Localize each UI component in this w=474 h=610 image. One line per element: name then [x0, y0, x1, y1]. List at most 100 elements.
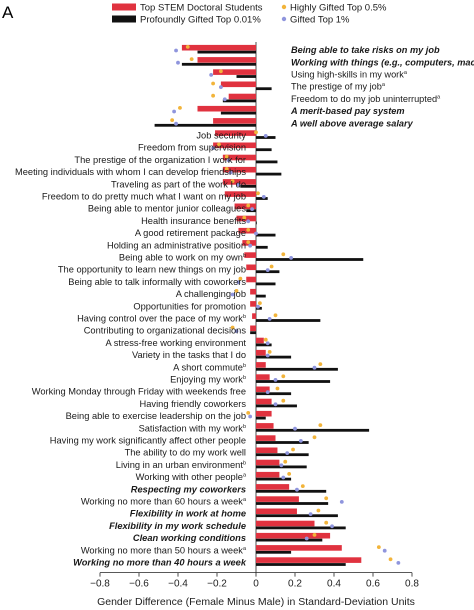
bar-top-stem: [256, 459, 280, 466]
dot-highly-gifted: [300, 484, 305, 488]
dot-gifted: [295, 487, 299, 492]
dot-highly-gifted: [281, 252, 286, 257]
dot-gifted: [174, 121, 178, 126]
bar-profoundly-gifted: [256, 477, 292, 481]
bar-profoundly-gifted: [256, 392, 292, 396]
dot-highly-gifted: [246, 240, 251, 245]
legend-label: Top STEM Doctoral Students: [140, 3, 263, 14]
dot-highly-gifted: [254, 130, 258, 135]
dot-gifted: [281, 475, 286, 480]
dot-highly-gifted: [376, 545, 381, 549]
item-label-superscript: a: [404, 70, 408, 76]
dot-gifted: [293, 426, 297, 431]
bar-top-stem: [252, 313, 256, 319]
legend-label: Profoundly Gifted Top 0.01%: [140, 15, 261, 26]
dot-gifted: [263, 134, 268, 138]
bar-profoundly-gifted: [256, 550, 292, 554]
item-label: Working with other peoplea: [136, 472, 247, 482]
dot-gifted: [265, 341, 270, 346]
dot-highly-gifted: [283, 459, 288, 464]
bar-top-stem: [246, 264, 256, 271]
item-label: Working no more than 40 hours a week: [73, 558, 247, 568]
item-label: Clean working conditions: [133, 533, 246, 543]
bar-top-stem: [250, 301, 256, 307]
x-tick-label: −0.2: [207, 579, 227, 590]
dot-highly-gifted: [275, 386, 280, 391]
legend-label: Highly Gifted Top 0.5%: [290, 3, 387, 14]
dot-gifted: [246, 219, 251, 224]
bar-profoundly-gifted: [220, 111, 256, 115]
bar-profoundly-gifted: [256, 441, 309, 444]
item-label: Contributing to organizational decisions: [84, 326, 247, 336]
item-label: Living in an urban environmentb: [116, 460, 246, 470]
bar-profoundly-gifted: [256, 428, 370, 432]
dot-highly-gifted: [316, 508, 321, 513]
bar-profoundly-gifted: [256, 233, 276, 237]
item-label: Holding an administrative position: [107, 240, 246, 250]
dot-highly-gifted: [263, 337, 268, 342]
dot-highly-gifted: [281, 398, 286, 403]
item-label: The opportunity to learn new things on m…: [58, 265, 246, 275]
dot-gifted: [330, 524, 334, 529]
x-tick-label: 0.6: [366, 579, 380, 590]
bar-top-stem: [256, 520, 315, 527]
bar-top-stem: [222, 154, 256, 161]
dot-gifted: [236, 182, 241, 187]
bar-top-stem: [256, 386, 270, 393]
dot-highly-gifted: [312, 533, 317, 537]
bar-profoundly-gifted: [256, 245, 268, 249]
bar-top-stem: [246, 276, 256, 283]
dot-highly-gifted: [170, 118, 175, 122]
bar-top-stem: [222, 166, 256, 173]
x-tick-label: 0.2: [288, 579, 302, 590]
legend: Top STEM Doctoral Students Highly Gifted …: [112, 3, 387, 26]
bar-profoundly-gifted: [256, 172, 282, 176]
dot-gifted: [339, 500, 344, 504]
dot-highly-gifted: [211, 93, 216, 98]
item-label: Flexibility in work at home: [130, 509, 246, 519]
dot-gifted: [248, 414, 253, 419]
legend-swatch: [281, 4, 287, 10]
bar-profoundly-gifted: [256, 489, 327, 493]
item-label: Freedom to do my job uninterrupteda: [291, 94, 441, 104]
item-label-superscript: b: [243, 253, 246, 259]
item-label: Working no more than 50 hours a weeka: [81, 545, 247, 555]
bar-top-stem: [256, 557, 362, 563]
dot-gifted: [230, 292, 235, 297]
item-label: Being able to talk informally with cowor…: [68, 277, 246, 287]
dot-gifted: [265, 353, 270, 358]
item-label: Opportunities for promotion: [133, 301, 246, 311]
bar-top-stem: [236, 215, 256, 222]
dot-gifted: [261, 195, 266, 199]
dot-gifted: [273, 402, 278, 407]
bar-profoundly-gifted: [256, 526, 346, 530]
item-label: Working Monday through Friday with weeke…: [32, 387, 246, 397]
bar-profoundly-gifted: [256, 355, 292, 359]
bar-profoundly-gifted: [256, 416, 266, 420]
bar-top-stem: [197, 105, 256, 112]
dot-gifted: [209, 73, 214, 77]
item-label-superscript: a: [243, 473, 247, 479]
item-label-superscript: b: [243, 375, 246, 381]
dot-highly-gifted: [246, 203, 251, 208]
bar-top-stem: [256, 447, 278, 454]
dot-gifted: [279, 463, 284, 468]
item-label: Freedom to do pretty much what I want on…: [42, 192, 246, 202]
bar-top-stem: [256, 410, 272, 417]
item-label-superscript: b: [243, 314, 246, 320]
bar-top-stem: [256, 362, 266, 368]
bar-profoundly-gifted: [256, 514, 338, 518]
item-label: A good retirement package: [135, 228, 246, 238]
dot-highly-gifted: [287, 472, 292, 476]
dot-gifted: [396, 561, 401, 565]
dot-highly-gifted: [267, 350, 272, 354]
item-label: The prestige of the organization I work …: [74, 155, 246, 165]
dot-gifted: [312, 365, 317, 370]
bar-top-stem: [256, 532, 331, 539]
x-tick-label: 0.8: [405, 579, 419, 590]
dot-highly-gifted: [324, 520, 329, 525]
bar-top-stem: [256, 545, 342, 551]
x-tick-label: −0.4: [168, 579, 188, 590]
bar-top-stem: [213, 142, 256, 149]
x-tick-label: 0.4: [327, 579, 341, 590]
